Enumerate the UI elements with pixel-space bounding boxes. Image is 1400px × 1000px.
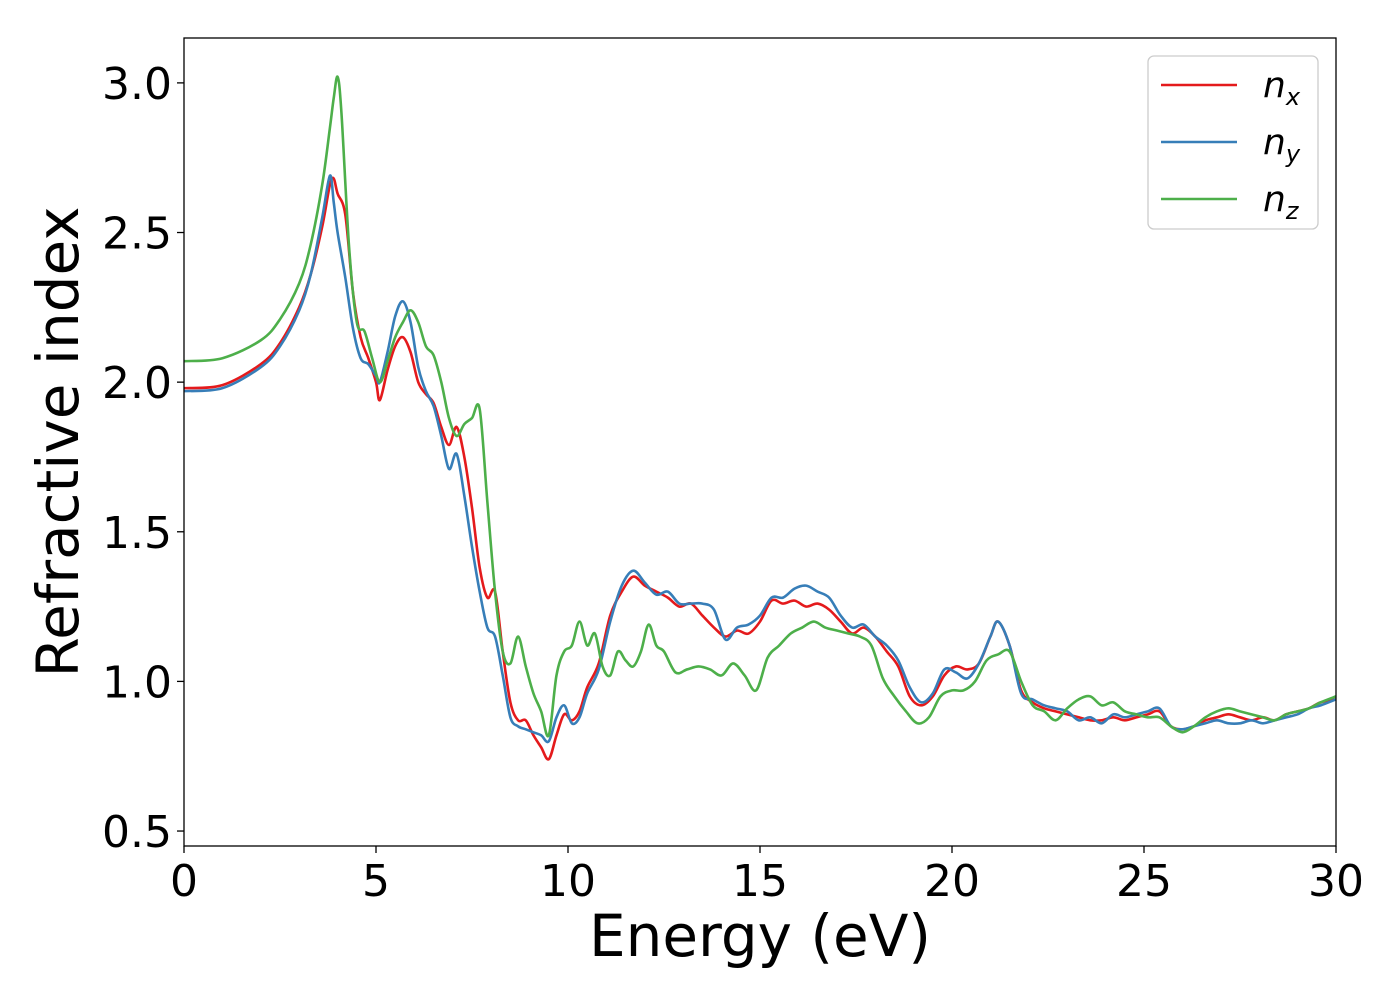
x-tick-label: 0 xyxy=(170,856,198,907)
y-tick-label: 2.0 xyxy=(102,358,172,409)
y-axis: 0.5 1.0 1.5 2.0 2.5 3.0 xyxy=(102,59,184,858)
y-tick-label: 1.0 xyxy=(102,657,172,708)
series-line-n-x xyxy=(184,176,1336,761)
series-line-n-z xyxy=(184,75,1336,738)
legend-label-base: n xyxy=(1263,65,1286,106)
legend-label-subscript: z xyxy=(1285,197,1300,225)
x-tick-label: 30 xyxy=(1308,856,1364,907)
y-tick-label: 0.5 xyxy=(102,807,172,858)
series-layer xyxy=(184,75,1336,761)
y-tick-label: 2.5 xyxy=(102,209,172,260)
x-tick-label: 15 xyxy=(732,856,788,907)
legend-label-base: n xyxy=(1263,122,1286,163)
legend-label-n-z: nz xyxy=(1263,179,1300,225)
x-axis: 0 5 10 15 20 25 30 xyxy=(170,846,1364,907)
legend-label-base: n xyxy=(1263,179,1286,220)
series-line-n-y xyxy=(184,174,1336,744)
x-axis-title: Energy (eV) xyxy=(589,902,931,970)
legend-label-n-x: nx xyxy=(1263,65,1301,111)
legend-label-subscript: x xyxy=(1285,83,1301,111)
y-tick-label: 3.0 xyxy=(102,59,172,110)
y-tick-label: 1.5 xyxy=(102,508,172,559)
legend-label-n-y: ny xyxy=(1263,122,1301,168)
x-tick-label: 10 xyxy=(540,856,596,907)
x-tick-label: 25 xyxy=(1116,856,1172,907)
y-axis-title: Refractive index xyxy=(24,206,92,677)
x-tick-label: 20 xyxy=(924,856,980,907)
legend-label-subscript: y xyxy=(1285,140,1301,168)
x-tick-label: 5 xyxy=(362,856,390,907)
